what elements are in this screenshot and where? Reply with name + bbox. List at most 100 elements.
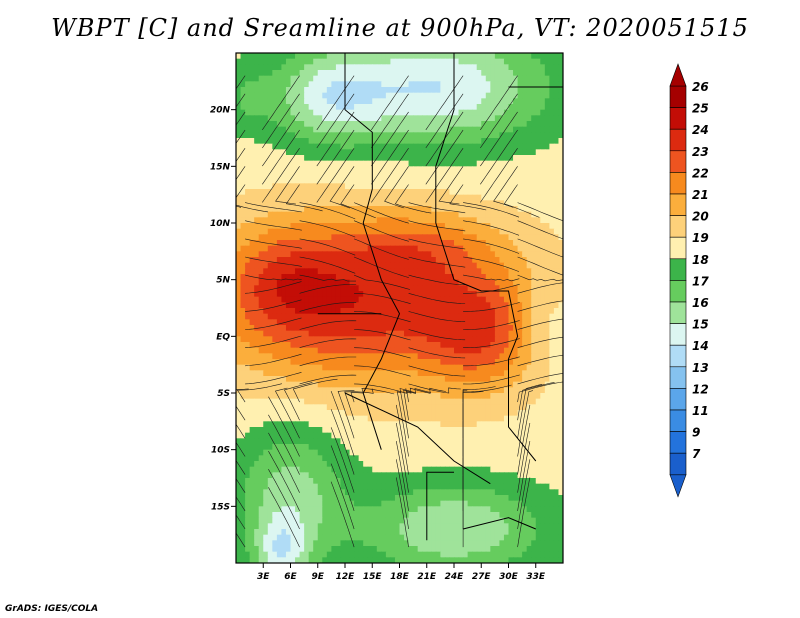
wbpt-cell	[444, 138, 451, 145]
wbpt-cell	[267, 421, 273, 428]
wbpt-cell	[540, 347, 546, 354]
wbpt-cell	[304, 64, 310, 71]
wbpt-cell	[308, 404, 314, 411]
wbpt-cell	[499, 223, 505, 230]
wbpt-cell	[363, 421, 369, 428]
wbpt-cell	[349, 211, 355, 218]
wbpt-cell	[381, 427, 387, 434]
wbpt-cell	[372, 387, 378, 394]
wbpt-cell	[431, 53, 437, 60]
wbpt-cell	[553, 257, 560, 264]
wbpt-cell	[258, 172, 264, 179]
wbpt-cell	[308, 160, 314, 167]
wbpt-cell	[440, 336, 446, 343]
wbpt-cell	[426, 200, 432, 207]
wbpt-cell	[381, 64, 387, 71]
wbpt-cell	[417, 70, 423, 77]
wbpt-cell	[331, 206, 337, 213]
wbpt-cell	[331, 404, 337, 411]
wbpt-cell	[322, 257, 328, 264]
wbpt-cell	[431, 421, 437, 428]
wbpt-cell	[354, 228, 360, 235]
wbpt-cell	[399, 75, 405, 82]
wbpt-cell	[444, 404, 451, 411]
wbpt-cell	[408, 75, 414, 82]
wbpt-cell	[490, 149, 496, 156]
wbpt-cell	[499, 359, 505, 366]
wbpt-cell	[522, 285, 528, 292]
wbpt-cell	[494, 121, 501, 128]
wbpt-cell	[299, 132, 305, 139]
wbpt-cell	[340, 410, 346, 417]
wbpt-cell	[499, 206, 505, 213]
wbpt-cell	[454, 98, 460, 105]
wbpt-cell	[308, 109, 314, 116]
wbpt-cell	[258, 211, 264, 218]
wbpt-cell	[381, 183, 387, 190]
wbpt-cell	[308, 376, 314, 383]
wbpt-cell	[540, 206, 546, 213]
wbpt-cell	[467, 234, 473, 241]
wbpt-cell	[508, 398, 514, 405]
wbpt-cell	[349, 421, 355, 428]
wbpt-cell	[304, 302, 310, 309]
wbpt-cell	[304, 285, 310, 292]
wbpt-cell	[522, 319, 528, 326]
wbpt-cell	[240, 415, 246, 422]
wbpt-cell	[513, 398, 519, 405]
wbpt-cell	[258, 109, 264, 116]
wbpt-cell	[399, 132, 405, 139]
wbpt-cell	[408, 223, 414, 230]
wbpt-cell	[335, 109, 342, 116]
wbpt-cell	[467, 58, 473, 65]
wbpt-cell	[240, 438, 246, 445]
wbpt-cell	[440, 234, 446, 241]
wbpt-cell	[454, 75, 460, 82]
wbpt-cell	[254, 189, 260, 196]
wbpt-cell	[385, 296, 392, 303]
wbpt-cell	[394, 228, 401, 235]
wbpt-cell	[517, 121, 523, 128]
wbpt-cell	[267, 223, 273, 230]
wbpt-cell	[304, 109, 310, 116]
wbpt-cell	[335, 206, 342, 213]
wbpt-cell	[522, 251, 528, 258]
wbpt-cell	[413, 64, 419, 71]
wbpt-cell	[454, 104, 460, 111]
wbpt-cell	[408, 376, 414, 383]
wbpt-cell	[331, 251, 337, 258]
wbpt-cell	[503, 194, 510, 201]
wbpt-cell	[417, 228, 423, 235]
wbpt-cell	[335, 359, 342, 366]
wbpt-cell	[381, 313, 387, 320]
wbpt-cell	[335, 53, 342, 60]
wbpt-cell	[313, 64, 319, 71]
wbpt-cell	[349, 313, 355, 320]
wbpt-cell	[349, 87, 355, 94]
wbpt-cell	[354, 189, 360, 196]
wbpt-cell	[413, 200, 419, 207]
wbpt-cell	[394, 98, 401, 105]
wbpt-cell	[394, 104, 401, 111]
wbpt-cell	[444, 427, 451, 434]
wbpt-cell	[549, 432, 555, 439]
wbpt-cell	[549, 268, 555, 275]
wbpt-cell	[417, 155, 423, 162]
wbpt-cell	[517, 347, 523, 354]
wbpt-cell	[322, 353, 328, 360]
wbpt-cell	[349, 347, 355, 354]
wbpt-cell	[458, 370, 464, 377]
wbpt-cell	[481, 109, 487, 116]
wbpt-cell	[517, 194, 523, 201]
wbpt-cell	[413, 353, 419, 360]
wbpt-cell	[322, 234, 328, 241]
wbpt-cell	[385, 92, 392, 99]
wbpt-cell	[345, 330, 351, 337]
wbpt-cell	[317, 336, 323, 343]
wbpt-cell	[345, 438, 351, 445]
wbpt-cell	[408, 160, 414, 167]
wbpt-cell	[390, 126, 396, 133]
wbpt-cell	[285, 121, 292, 128]
wbpt-cell	[390, 81, 396, 88]
wbpt-cell	[249, 370, 255, 377]
